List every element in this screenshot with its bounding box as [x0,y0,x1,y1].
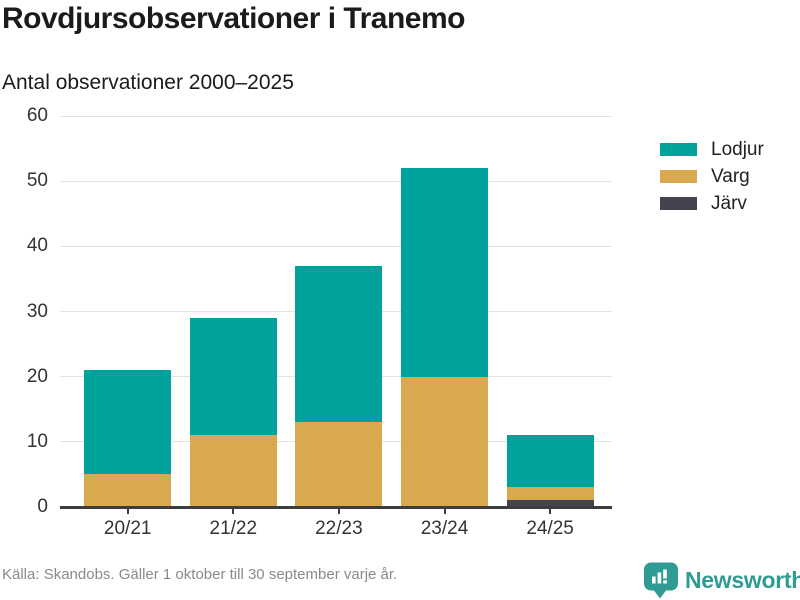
legend-item-varg: Varg [660,163,764,190]
x-axis-tick-label: 23/24 [420,518,469,539]
chart-subtitle: Antal observationer 2000–2025 [2,71,294,94]
x-axis-tick-label: 20/21 [103,518,152,539]
y-axis-tick-label: 60 [26,105,48,126]
bar-segment-varg-20-21 [84,474,172,507]
gridline-40 [60,245,612,247]
legend-label: Lodjur [711,138,764,160]
legend-swatch-varg [660,170,697,183]
x-axis-tick-label: 24/25 [526,518,574,539]
y-axis-tick-label: 0 [37,496,48,517]
x-axis-tick-label: 21/22 [209,518,258,539]
bar-segment-lodjur-21-22 [189,318,277,436]
legend: Lodjur Varg Järv [660,136,764,217]
bar-segment-varg-22-23 [295,422,383,507]
gridline-50 [60,180,612,182]
newsworthy-logo-icon [644,562,678,599]
x-axis-tick [443,508,446,514]
legend-label: Järv [711,192,747,214]
branding-name: Newsworthy [685,567,800,593]
bar-segment-varg-24-25 [506,487,594,501]
y-axis-tick-label: 40 [26,235,48,257]
x-axis-tick-label: 22/23 [315,518,363,539]
legend-item-lodjur: Lodjur [660,136,764,163]
bar-segment-varg-21-22 [189,435,277,507]
x-axis-tick [549,508,552,514]
gridline-60 [60,115,612,117]
bar-segment-lodjur-22-23 [295,265,383,423]
y-axis-tick-label: 20 [26,365,48,387]
legend-label: Varg [711,165,750,187]
chart-title: Rovdjursobservationer i Tranemo [2,2,465,35]
x-axis-line [60,506,612,509]
bar-segment-lodjur-23-24 [401,168,488,377]
x-axis-tick [126,508,129,514]
legend-swatch-lodjur [660,143,697,156]
source-note: Källa: Skandobs. Gäller 1 oktober till 3… [2,566,398,583]
bar-segment-lodjur-20-21 [84,370,172,475]
bar-segment-varg-23-24 [401,376,488,507]
branding: Newsworthy [644,562,800,599]
legend-swatch-järv [660,197,697,210]
y-axis-tick-label: 10 [26,430,48,452]
bar-segment-lodjur-24-25 [506,435,594,488]
y-axis-tick-label: 30 [26,300,48,322]
x-axis-tick [232,508,235,514]
x-axis-tick [337,508,340,514]
y-axis-tick-label: 50 [26,170,48,192]
bar-segment-järv-24-25 [506,500,594,507]
legend-item-järv: Järv [660,190,764,217]
